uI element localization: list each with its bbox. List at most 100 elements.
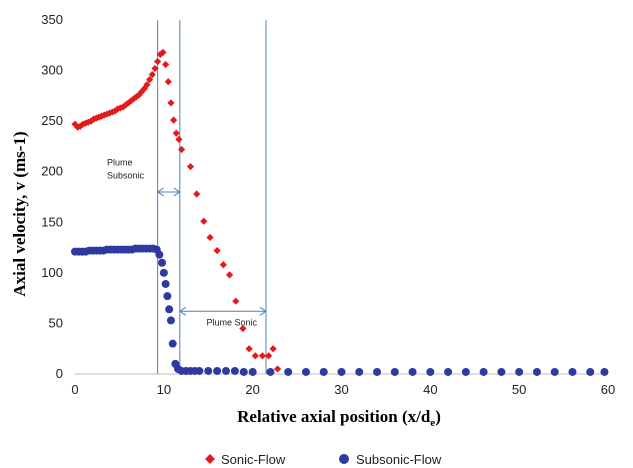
arrow-head-left: [156, 187, 164, 197]
annotation-text: Subsonic: [107, 171, 145, 181]
sonic-flow-point: [172, 129, 180, 137]
subsonic-flow-point: [230, 366, 239, 375]
subsonic-flow-point: [532, 367, 541, 376]
subsonic-flow-point: [161, 279, 170, 288]
sonic-flow-point: [71, 120, 79, 128]
series-sonic-flow: [71, 48, 282, 373]
y-tick-labels: 0 50 100 150 200 250 300 350: [41, 12, 63, 381]
double-arrow: [156, 187, 181, 197]
legend-diamond-marker: [205, 454, 215, 464]
x-tick-label: 30: [334, 382, 348, 397]
y-tick-label: 300: [41, 63, 63, 78]
subsonic-flow-point: [213, 366, 222, 375]
x-tick-labels: 0 10 20 30 40 50 60: [71, 382, 615, 397]
subsonic-flow-point: [426, 367, 435, 376]
vertical-lines: [157, 20, 267, 374]
subsonic-flow-point: [301, 367, 310, 376]
subsonic-flow-point: [222, 366, 231, 375]
x-axis-title-end: ): [435, 407, 441, 426]
x-axis-title-main: Relative axial position (x/d: [237, 407, 431, 426]
sonic-flow-point: [200, 217, 208, 225]
annotation-text: Plume Sonic: [206, 317, 257, 327]
legend-item-sonic-flow: Sonic-Flow: [205, 452, 286, 467]
legend-item-subsonic-flow: Subsonic-Flow: [339, 452, 442, 467]
x-tick-label: 50: [512, 382, 526, 397]
sonic-flow-point: [273, 365, 282, 373]
sonic-flow-point: [156, 50, 164, 58]
double-arrow: [178, 306, 267, 316]
legend-circle-marker: [339, 454, 349, 464]
sonic-flow-point: [143, 81, 151, 89]
sonic-flow-point: [175, 135, 183, 143]
y-tick-label: 250: [41, 113, 63, 128]
sonic-flow-point: [251, 352, 259, 360]
sonic-flow-point: [269, 345, 277, 353]
y-axis-title: Axial velocity, v (ms-1): [10, 131, 29, 296]
annotations: Plume Subsonic Plume Sonic: [107, 158, 258, 328]
x-tick-label: 20: [245, 382, 259, 397]
subsonic-flow-point: [163, 292, 172, 301]
sonic-flow-point: [186, 163, 195, 171]
sonic-flow-point: [258, 352, 267, 360]
subsonic-flow-point: [408, 367, 417, 376]
subsonic-flow-point: [166, 316, 175, 325]
legend: Sonic-Flow Subsonic-Flow: [205, 452, 442, 467]
subsonic-flow-point: [155, 250, 164, 259]
sonic-flow-point: [146, 76, 154, 84]
legend-label-sonic-flow: Sonic-Flow: [221, 452, 286, 467]
sonic-flow-point: [213, 247, 221, 255]
x-axis-title: Relative axial position (x/de): [237, 407, 441, 429]
sonic-flow-point: [239, 324, 247, 333]
y-tick-label: 150: [41, 214, 63, 229]
arrow-head-right: [173, 187, 181, 197]
subsonic-flow-point: [461, 367, 470, 376]
sonic-flow-point: [170, 116, 178, 124]
series-subsonic-flow: [71, 244, 609, 376]
subsonic-flow-point: [337, 367, 346, 376]
sonic-flow-point: [225, 271, 234, 279]
subsonic-flow-point: [284, 367, 293, 376]
x-tick-label: 40: [423, 382, 437, 397]
y-tick-label: 50: [49, 315, 63, 330]
sonic-flow-point: [206, 233, 214, 242]
x-tick-label: 0: [71, 382, 78, 397]
sonic-flow-point: [90, 115, 98, 123]
sonic-flow-point: [245, 345, 253, 353]
x-tick-label: 10: [157, 382, 171, 397]
subsonic-flow-point: [204, 366, 213, 375]
y-tick-label: 350: [41, 12, 63, 27]
arrow-head-right: [259, 306, 267, 316]
sonic-flow-point: [164, 78, 172, 86]
sonic-flow-point: [162, 60, 170, 69]
subsonic-flow-point: [158, 258, 167, 267]
y-tick-label: 100: [41, 265, 63, 280]
sonic-flow-point: [232, 297, 240, 305]
subsonic-flow-point: [479, 367, 488, 376]
x-axis-title-sub: e: [430, 417, 435, 429]
sonic-flow-point: [193, 190, 201, 198]
sonic-flow-point: [219, 261, 227, 269]
subsonic-flow-point: [600, 367, 609, 376]
subsonic-flow-point: [390, 367, 399, 376]
x-tick-label: 60: [601, 382, 615, 397]
sonic-flow-point: [151, 64, 159, 73]
subsonic-flow-point: [568, 367, 577, 376]
subsonic-flow-point: [159, 268, 168, 277]
subsonic-flow-point: [444, 367, 453, 376]
legend-label-subsonic-flow: Subsonic-Flow: [356, 452, 442, 467]
sonic-flow-point: [178, 145, 186, 154]
sonic-flow-point: [167, 99, 175, 107]
subsonic-flow-point: [497, 367, 506, 376]
subsonic-flow-point: [586, 367, 595, 376]
subsonic-flow-point: [165, 305, 174, 314]
subsonic-flow-point: [373, 367, 382, 376]
sonic-flow-point: [148, 71, 156, 79]
sonic-flow-point: [159, 48, 167, 56]
arrow-head-left: [178, 306, 187, 316]
subsonic-flow-point: [355, 367, 364, 376]
sonic-flow-point: [154, 57, 162, 66]
subsonic-flow-point: [195, 366, 204, 375]
subsonic-flow-point: [319, 367, 328, 376]
arrows: [156, 187, 267, 316]
